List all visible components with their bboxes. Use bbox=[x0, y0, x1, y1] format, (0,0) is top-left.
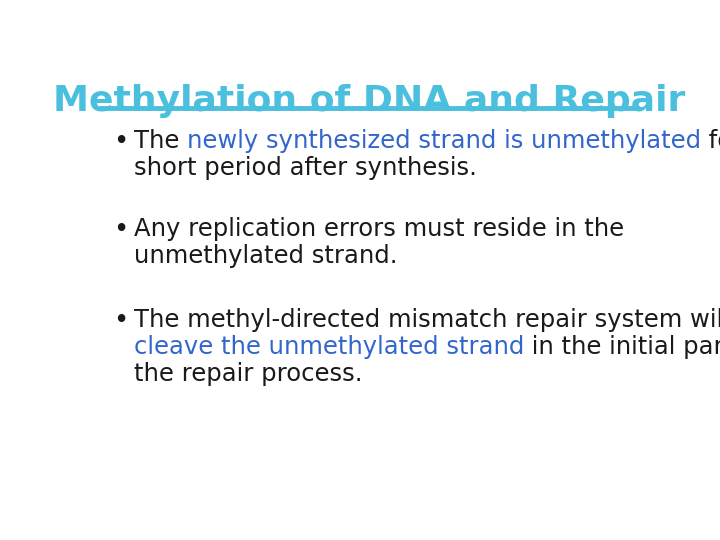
Text: •: • bbox=[113, 129, 128, 155]
Text: Any replication errors must reside in the: Any replication errors must reside in th… bbox=[133, 217, 624, 240]
Text: •: • bbox=[113, 217, 128, 242]
Text: in the initial part of: in the initial part of bbox=[524, 335, 720, 359]
Text: The methyl-directed mismatch repair system will: The methyl-directed mismatch repair syst… bbox=[133, 308, 720, 332]
Text: cleave the unmethylated strand: cleave the unmethylated strand bbox=[133, 335, 524, 359]
Text: newly synthesized strand is unmethylated: newly synthesized strand is unmethylated bbox=[186, 129, 701, 153]
Text: Methylation of DNA and Repair: Methylation of DNA and Repair bbox=[53, 84, 685, 118]
Text: short period after synthesis.: short period after synthesis. bbox=[133, 157, 477, 180]
Text: •: • bbox=[113, 308, 128, 334]
Text: for a: for a bbox=[701, 129, 720, 153]
Text: The: The bbox=[133, 129, 186, 153]
Text: unmethylated strand.: unmethylated strand. bbox=[133, 244, 397, 268]
Text: the repair process.: the repair process. bbox=[133, 362, 362, 386]
